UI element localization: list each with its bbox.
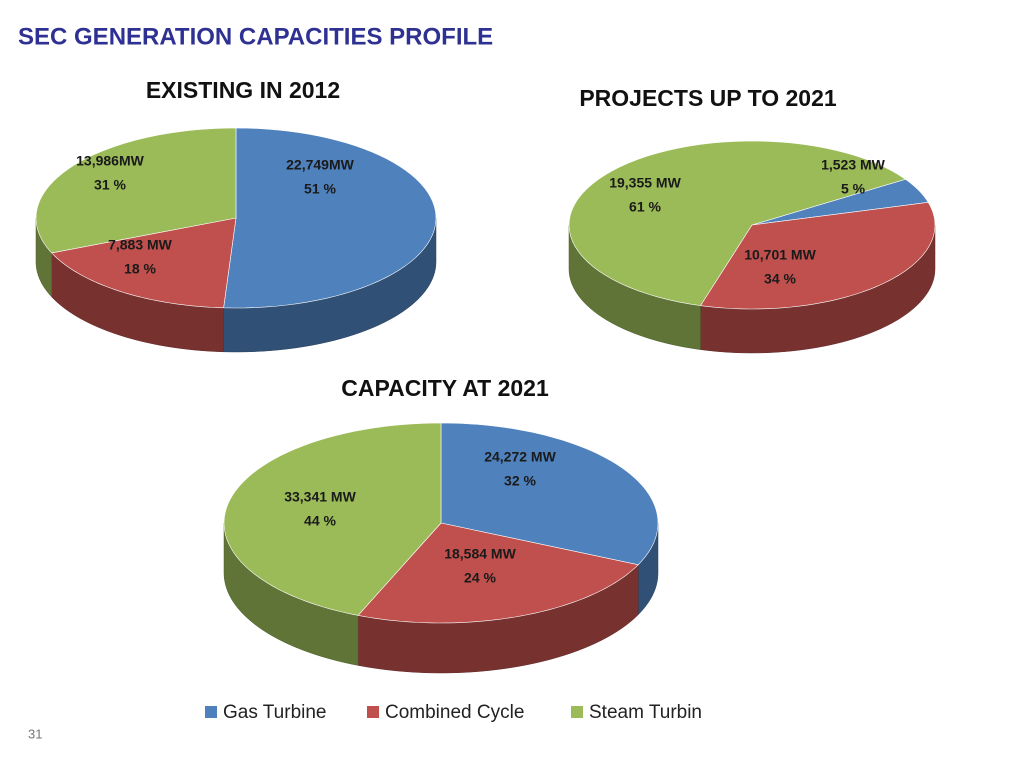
- slice-top: [51, 217, 237, 309]
- percent-label: 61 %: [629, 199, 661, 215]
- slice-top: [699, 202, 936, 310]
- value-label: 10,701 MW: [744, 247, 816, 263]
- value-label: 19,355 MW: [609, 175, 681, 191]
- pie-slice: [357, 522, 639, 674]
- slice-top: [223, 127, 437, 309]
- slice-top: [440, 422, 659, 566]
- percent-label: 31 %: [94, 177, 126, 193]
- pie-slice: [440, 422, 659, 616]
- value-label: 7,883 MW: [108, 237, 173, 253]
- pie-slice: [35, 127, 237, 298]
- percent-label: 51 %: [304, 181, 336, 197]
- slice-top: [223, 422, 442, 616]
- legend-label: Gas Turbine: [223, 702, 327, 723]
- percent-label: 18 %: [124, 261, 156, 277]
- value-label: 13,986MW: [76, 153, 144, 169]
- slice-top: [35, 127, 237, 254]
- percent-label: 32 %: [504, 473, 536, 489]
- pie-slice: [223, 422, 442, 666]
- legend-label: Combined Cycle: [385, 702, 524, 723]
- slice-top: [751, 178, 929, 226]
- chart-title: CAPACITY AT 2021: [341, 375, 549, 401]
- chart-title: EXISTING IN 2012: [146, 77, 340, 103]
- slice-top: [568, 140, 907, 306]
- legend-swatch: [205, 706, 217, 718]
- slide-title: SEC GENERATION CAPACITIES PROFILE: [18, 23, 493, 50]
- percent-label: 24 %: [464, 570, 496, 586]
- value-label: 22,749MW: [286, 157, 354, 173]
- value-label: 1,523 MW: [821, 157, 886, 173]
- pie-slice: [568, 140, 907, 350]
- page-number: 31: [28, 726, 42, 741]
- value-label: 24,272 MW: [484, 449, 556, 465]
- percent-label: 44 %: [304, 513, 336, 529]
- percent-label: 5 %: [841, 181, 866, 197]
- legend-label: Steam Turbin: [589, 702, 702, 723]
- value-label: 18,584 MW: [444, 546, 516, 562]
- legend-swatch: [571, 706, 583, 718]
- slice-top: [357, 522, 639, 624]
- chart-title: PROJECTS UP TO 2021: [579, 85, 837, 111]
- percent-label: 34 %: [764, 271, 796, 287]
- legend-swatch: [367, 706, 379, 718]
- pie-slice: [751, 178, 929, 226]
- value-label: 33,341 MW: [284, 489, 356, 505]
